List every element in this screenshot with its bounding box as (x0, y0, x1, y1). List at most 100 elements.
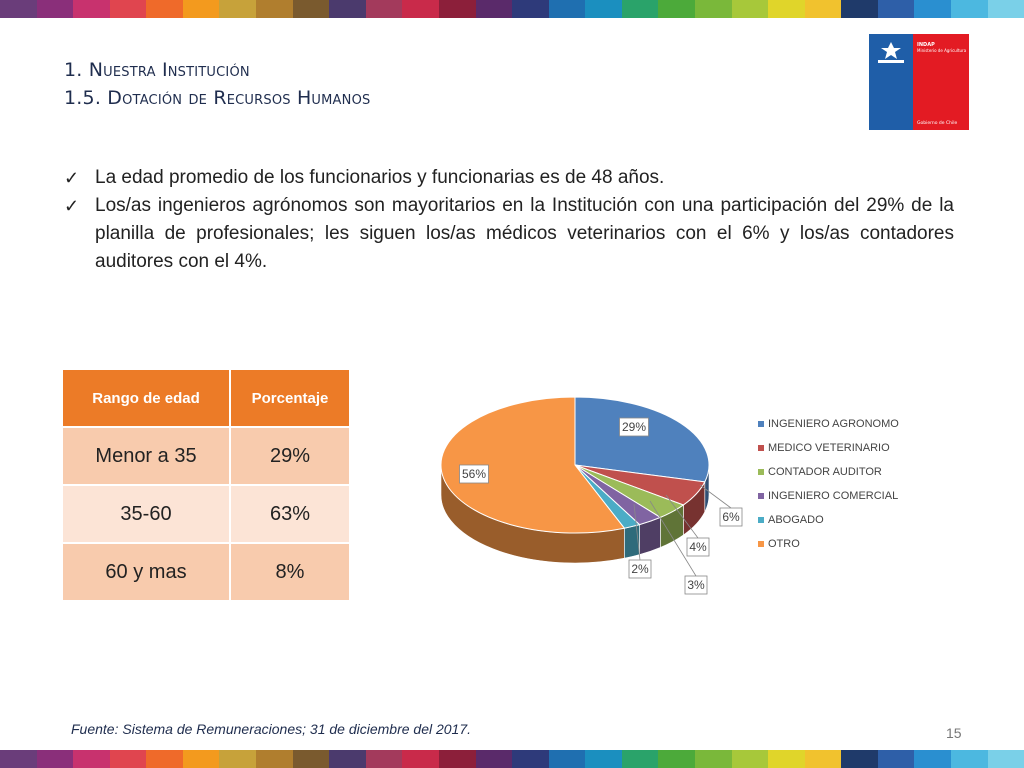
legend-label: INGENIERO AGRONOMO (768, 418, 899, 430)
logo-org-name: INDAP (917, 42, 935, 48)
pie-slice-side-abogado (624, 524, 640, 559)
legend-label: ABOGADO (768, 514, 824, 526)
header-age-range: Rango de edad (61, 368, 231, 428)
age-range-cell: 35-60 (61, 484, 231, 544)
stripe-segment (548, 750, 586, 768)
stripe-segment (877, 750, 915, 768)
stripe-segment (73, 750, 110, 768)
age-range-cell: 60 y mas (61, 542, 231, 602)
data-label: 56% (462, 467, 486, 481)
legend-swatch (758, 469, 764, 475)
stripe-segment (621, 0, 659, 18)
stripe-segment (219, 0, 257, 18)
legend-swatch (758, 541, 764, 547)
leader-line (699, 484, 732, 509)
stripe-segment (951, 750, 988, 768)
logo-blue-panel (869, 34, 913, 130)
legend-swatch (758, 421, 764, 427)
stripe-segment (256, 0, 293, 18)
pie-slice-ingeniero-agronomo (574, 396, 710, 483)
stripe-segment (402, 0, 439, 18)
bullet-item: ✓ Los/as ingenieros agrónomos son mayori… (64, 192, 954, 276)
logo-ministry: Ministerio de Agricultura (917, 48, 967, 53)
stripe-segment (365, 0, 403, 18)
percentage-cell: 29% (229, 426, 351, 486)
stripe-segment (951, 0, 988, 18)
pie-slice-otro (440, 396, 626, 534)
legend-swatch (758, 445, 764, 451)
stripe-segment (329, 0, 366, 18)
stripe-segment (219, 750, 257, 768)
legend-label: CONTADOR AUDITOR (768, 466, 882, 478)
data-label-box (628, 559, 652, 579)
legend-swatch (758, 493, 764, 499)
stripe-segment (292, 750, 330, 768)
logo-red-panel: INDAP Ministerio de Agricultura Gobierno… (913, 34, 969, 130)
stripe-segment (731, 750, 769, 768)
data-label: 6% (722, 510, 740, 524)
data-label: 29% (622, 420, 646, 434)
stripe-segment (512, 750, 549, 768)
stripe-segment (36, 0, 74, 18)
stripe-segment (512, 0, 549, 18)
coat-of-arms-icon (878, 42, 904, 63)
leader-line (665, 494, 699, 539)
stripe-segment (146, 0, 183, 18)
stripe-segment (329, 750, 366, 768)
legend-label: INGENIERO COMERCIAL (768, 490, 899, 502)
stripe-segment (365, 750, 403, 768)
legend-item: ABOGADO (758, 508, 899, 532)
table-row: 35-60 63% (61, 484, 351, 544)
leader-line (649, 500, 697, 577)
bullet-list: ✓ La edad promedio de los funcionarios y… (64, 164, 954, 276)
percentage-cell: 63% (229, 484, 351, 544)
data-label: 3% (687, 578, 705, 592)
legend-item: OTRO (758, 532, 899, 556)
data-label-box (684, 575, 708, 595)
bullet-text: Los/as ingenieros agrónomos son mayorita… (95, 195, 954, 272)
top-color-stripe (0, 0, 1024, 18)
title-line-2: 1.5. Dotación de Recursos Humanos (64, 87, 371, 109)
stripe-segment (0, 750, 37, 768)
stripe-segment (438, 0, 476, 18)
percentage-cell: 8% (229, 542, 351, 602)
source-note: Fuente: Sistema de Remuneraciones; 31 de… (71, 721, 472, 737)
data-label: 2% (631, 562, 649, 576)
stripe-segment (182, 750, 220, 768)
bullet-text: La edad promedio de los funcionarios y f… (95, 167, 665, 188)
stripe-segment (768, 0, 805, 18)
stripe-segment (585, 0, 622, 18)
stripe-segment (109, 0, 147, 18)
age-range-cell: Menor a 35 (61, 426, 231, 486)
stripe-segment (146, 750, 183, 768)
stripe-segment (694, 750, 732, 768)
stripe-segment (914, 0, 952, 18)
stripe-segment (475, 750, 513, 768)
stripe-segment (402, 750, 439, 768)
legend-item: MEDICO VETERINARIO (758, 436, 899, 460)
page-title: 1. Nuestra Institución 1.5. Dotación de … (64, 56, 370, 112)
stripe-segment (987, 0, 1024, 18)
stripe-segment (621, 750, 659, 768)
data-label-box (459, 464, 489, 484)
indap-logo: INDAP Ministerio de Agricultura Gobierno… (869, 34, 969, 130)
stripe-segment (109, 750, 147, 768)
stripe-segment (914, 750, 952, 768)
stripe-segment (841, 750, 878, 768)
checkmark-icon: ✓ (64, 196, 80, 216)
bottom-color-stripe (0, 750, 1024, 768)
stripe-segment (475, 0, 513, 18)
table-row: 60 y mas 8% (61, 542, 351, 602)
stripe-segment (585, 750, 622, 768)
stripe-segment (877, 0, 915, 18)
stripe-segment (804, 0, 842, 18)
stripe-segment (731, 0, 769, 18)
stripe-segment (0, 0, 37, 18)
table-header-row: Rango de edad Porcentaje (61, 368, 351, 428)
stripe-segment (73, 0, 110, 18)
stripe-segment (658, 750, 695, 768)
table-row: Menor a 35 29% (61, 426, 351, 486)
legend-item: INGENIERO AGRONOMO (758, 412, 899, 436)
page-number: 15 (946, 725, 962, 741)
legend-label: OTRO (768, 538, 800, 550)
